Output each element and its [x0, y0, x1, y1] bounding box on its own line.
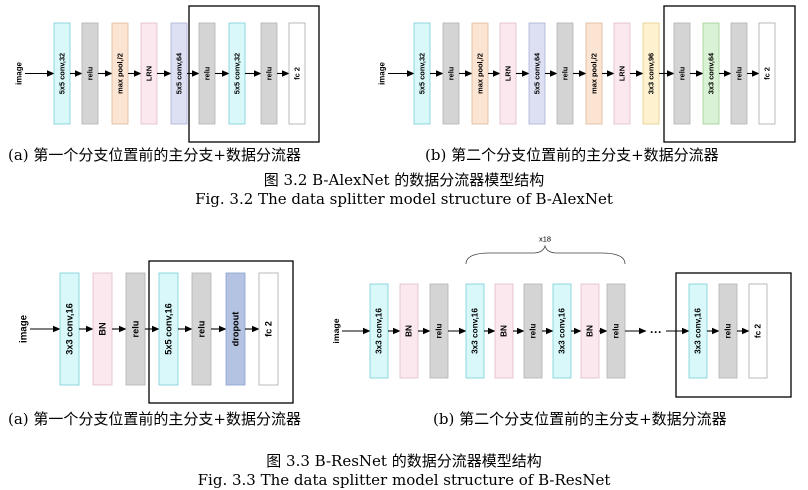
diagram-3-3-b: image 3x3 conv,16 BN relu 3x3 conv,16 BN relu 3… [331, 235, 792, 398]
figure-3-2-title-en: Fig. 3.2 The data splitter model structu… [195, 190, 613, 208]
resnet-b-block-label: 3x3 conv,16 [558, 308, 567, 354]
figure-3-3-title-cn: 图 3.3 B-ResNet 的数据分流器模型结构 [266, 452, 542, 470]
resnet-a-block-label: BN [98, 322, 108, 336]
caption-3-3-b: (b) 第二个分支位置前的主分支+数据分流器 [433, 410, 727, 428]
caption-3-2-a: (a) 第一个分支位置前的主分支+数据分流器 [8, 146, 301, 164]
alexnet-a-block-label: relu [203, 66, 212, 80]
resnet-b-block-label: BN [500, 325, 509, 337]
diagram-3-3-a: image 3x3 conv,16 BN relu 5x5 conv,16 relu dro… [19, 260, 294, 404]
alexnet-b-block-label: 3x3 conv,96 [647, 53, 656, 94]
resnet-b-block-label: relu [435, 323, 444, 338]
b-alexnet-diagram: image 5x5 conv,32 relu max pool,/2 LRN 5x5 co… [15, 5, 796, 143]
repeat-brace [465, 244, 626, 265]
alexnet-b-block-label: relu [735, 66, 744, 80]
resnet-b-block-label: relu [724, 323, 733, 338]
resnet-b-block-label: 3x3 conv,16 [694, 308, 703, 354]
resnet-b-block-label: BN [586, 325, 595, 337]
resnet-b-splitter-box [675, 272, 792, 398]
alexnet-b-block-label: LRN [618, 66, 627, 81]
alexnet-a-input-label: image [15, 61, 24, 84]
alexnet-a-block-label: 5x5 conv,64 [175, 52, 184, 94]
resnet-b-block-label: 3x3 conv,16 [375, 308, 384, 354]
alexnet-b-block-label: max pool,/2 [590, 53, 599, 94]
resnet-a-block-label: 5x5 conv,16 [164, 303, 174, 354]
resnet-a-block-label: relu [131, 321, 141, 338]
alexnet-b-block-label: 3x3 conv,64 [707, 52, 716, 94]
alexnet-a-block-label: max pool,/2 [116, 53, 125, 94]
alexnet-b-block-label: relu [561, 66, 570, 80]
resnet-b-block-label: relu [529, 323, 538, 338]
resnet-a-block-label: 3x3 conv,16 [65, 303, 75, 354]
alexnet-b-input-label: image [378, 61, 387, 84]
diagram-3-2-b: image 5x5 conv,32 relu max pool,/2 LRN 5x5 co… [378, 5, 796, 143]
diagram-3-2-a: image 5x5 conv,32 relu max pool,/2 LRN 5x5 co… [15, 5, 320, 143]
resnet-a-splitter-box [148, 260, 294, 404]
alexnet-a-splitter-box [188, 5, 320, 143]
alexnet-b-block-label: relu [678, 66, 687, 80]
resnet-b-ellipsis: ··· [650, 325, 662, 339]
alexnet-b-block-fc-2 [758, 22, 776, 125]
resnet-b-block-fc-2 [748, 283, 768, 379]
resnet-b-block-label: relu [612, 323, 621, 338]
alexnet-b-block-label: fc 2 [763, 67, 772, 80]
alexnet-b-block-label: max pool,/2 [476, 53, 485, 94]
alexnet-a-block-label: LRN [145, 66, 154, 81]
alexnet-a-block-fc-2 [288, 22, 306, 125]
alexnet-a-block-label: fc 2 [293, 67, 302, 80]
resnet-b-block-label: BN [405, 325, 414, 337]
alexnet-a-block-label: 5x5 conv,32 [233, 53, 242, 94]
alexnet-b-block-label: 5x5 conv,32 [418, 53, 427, 94]
resnet-b-input-label: image [331, 318, 341, 343]
caption-3-2-b: (b) 第二个分支位置前的主分支+数据分流器 [425, 146, 719, 164]
resnet-b-block-label: fc 2 [754, 323, 763, 338]
alexnet-a-block-label: 5x5 conv,32 [58, 53, 67, 94]
alexnet-a-block-label: relu [86, 66, 95, 80]
alexnet-b-splitter-box [663, 5, 796, 143]
b-resnet-diagram: image 3x3 conv,16 BN relu 5x5 conv,16 relu dro… [19, 235, 792, 404]
resnet-a-block-label: relu [197, 321, 207, 338]
alexnet-b-block-label: LRN [504, 66, 513, 81]
resnet-a-input-label: image [19, 314, 30, 343]
alexnet-b-block-label: 5x5 conv,64 [533, 52, 542, 94]
alexnet-b-block-label: relu [447, 66, 456, 80]
figure-3-3-title-en: Fig. 3.3 The data splitter model structu… [197, 471, 611, 489]
resnet-a-block-fc-2 [258, 272, 279, 386]
resnet-a-block-label: dropout [231, 312, 241, 347]
figure-3-2-title-cn: 图 3.2 B-AlexNet 的数据分流器模型结构 [263, 171, 545, 189]
repeat-count-label: x18 [539, 235, 551, 244]
alexnet-a-block-label: relu [265, 66, 274, 80]
caption-3-3-a: (a) 第一个分支位置前的主分支+数据分流器 [8, 410, 301, 428]
resnet-a-block-label: fc 2 [264, 321, 274, 337]
resnet-b-block-label: 3x3 conv,16 [471, 308, 480, 354]
